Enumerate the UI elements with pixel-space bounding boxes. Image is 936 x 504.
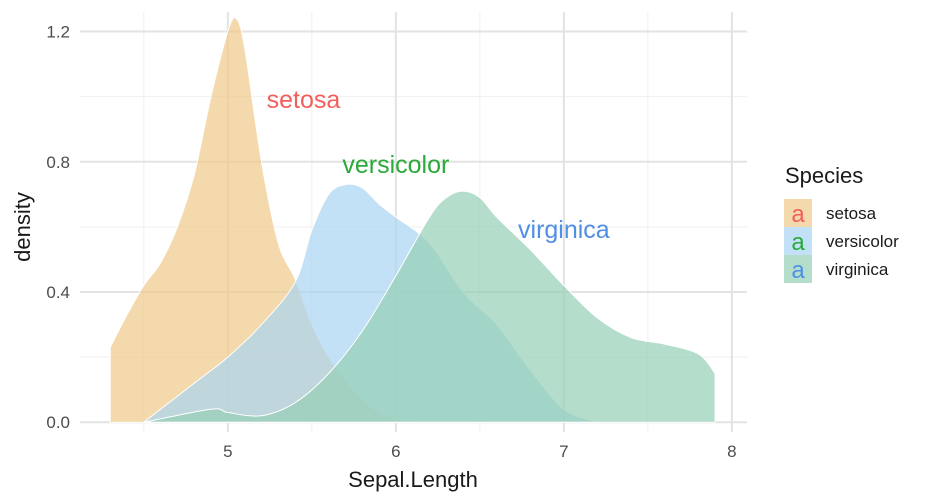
density-area-virginica <box>143 190 716 423</box>
legend-title: Species <box>785 163 863 188</box>
x-axis-label: Sepal.Length <box>348 467 478 492</box>
density-areas <box>109 17 716 423</box>
legend-label-setosa: setosa <box>826 204 877 223</box>
series-labels: setosa versicolor virginica <box>267 86 610 244</box>
x-tick-label: 7 <box>559 442 568 461</box>
series-label-versicolor: versicolor <box>342 151 449 179</box>
legend-label-versicolor: versicolor <box>826 232 899 251</box>
x-tick-label: 8 <box>727 442 736 461</box>
series-label-virginica: virginica <box>518 216 610 244</box>
y-axis-ticks: 0.0 0.4 0.8 1.2 <box>46 23 70 433</box>
legend-glyph-setosa: a <box>791 201 805 228</box>
y-tick-label: 1.2 <box>46 23 70 42</box>
x-tick-label: 5 <box>223 442 232 461</box>
y-axis-label: density <box>10 192 35 262</box>
x-tick-label: 6 <box>391 442 400 461</box>
y-tick-label: 0.8 <box>46 153 70 172</box>
y-tick-label: 0.0 <box>46 413 70 432</box>
legend-glyph-virginica: a <box>791 257 805 284</box>
x-axis-ticks: 5 6 7 8 <box>223 442 736 461</box>
series-label-setosa: setosa <box>267 86 341 114</box>
legend: Species a setosa a versicolor a virginica <box>784 163 899 284</box>
legend-key-versicolor <box>784 227 812 255</box>
legend-label-virginica: virginica <box>826 260 889 279</box>
legend-key-setosa <box>784 199 812 227</box>
y-tick-label: 0.4 <box>46 283 70 302</box>
legend-key-virginica <box>784 255 812 283</box>
legend-glyph-versicolor: a <box>791 229 805 256</box>
